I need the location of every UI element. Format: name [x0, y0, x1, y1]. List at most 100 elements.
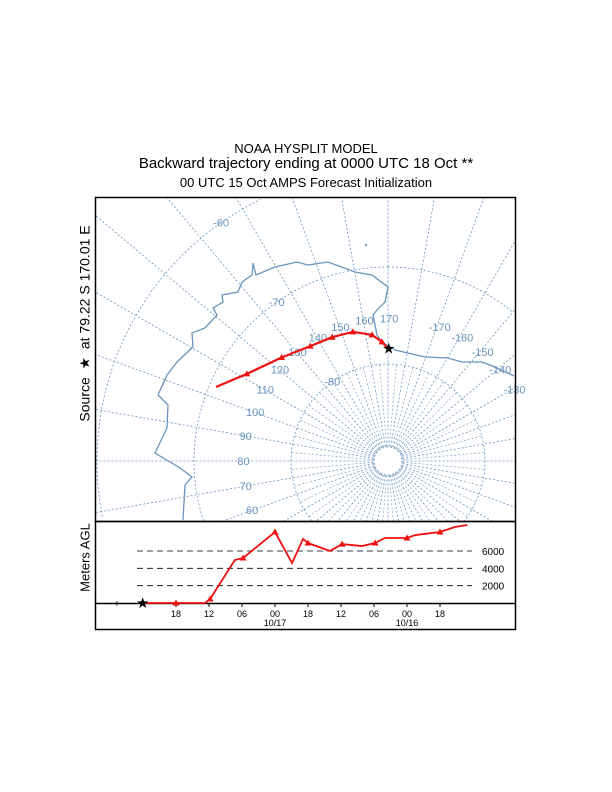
height-tick-label: 2000: [482, 582, 505, 593]
height-marker: [436, 528, 444, 535]
time-tick-label: 06: [369, 609, 379, 619]
meridian-line: [400, 467, 493, 522]
meridian-line: [95, 463, 374, 513]
latitude-ring: [96, 199, 261, 517]
meridian-line: [345, 472, 380, 522]
meridian-line: [398, 470, 460, 522]
longitude-label: 160: [355, 316, 373, 328]
time-tick-label: 18: [171, 609, 181, 619]
trajectory-marker: [349, 328, 357, 335]
height-marker: [239, 554, 247, 561]
meridian-line: [394, 473, 423, 522]
meridian-line: [398, 471, 449, 522]
meridian-line: [401, 435, 482, 458]
island: [365, 244, 367, 246]
height-marker: [338, 540, 346, 547]
longitude-label: 120: [271, 364, 289, 376]
meridian-line: [223, 465, 375, 522]
meridian-line: [316, 470, 378, 522]
source-prefix: Source: [76, 377, 93, 422]
source-label: Source ★ at 79.22 S 170.01 E: [77, 159, 94, 489]
meridian-line: [95, 292, 376, 455]
meridian-line: [337, 471, 379, 522]
longitude-label: -160: [451, 333, 473, 345]
meridian-line: [392, 474, 411, 522]
latitude-ring: [193, 266, 388, 522]
meridian-line: [402, 438, 516, 459]
meridian-line: [319, 392, 378, 451]
meridian-line: [394, 240, 516, 449]
height-tick-label: 4000: [482, 564, 505, 575]
longitude-label: -170: [429, 322, 451, 334]
meridian-line: [388, 475, 394, 522]
meridian-line: [291, 461, 374, 470]
trajectory-marker: [278, 354, 286, 361]
meridian-line: [401, 466, 477, 503]
meridian-line: [283, 467, 376, 522]
meridian-line: [353, 473, 382, 522]
meridian-line: [294, 464, 375, 487]
meridian-line: [402, 463, 516, 484]
meridian-line: [308, 405, 377, 453]
pole-circle: [373, 446, 403, 476]
latitude-ring: [290, 363, 388, 521]
meridian-line: [167, 197, 379, 451]
longitude-label: 60: [246, 505, 258, 517]
meridian-line: [402, 452, 485, 461]
date-label: 10/16: [396, 618, 419, 628]
meridian-line: [397, 309, 516, 451]
meridian-line: [95, 354, 375, 457]
meridian-line: [398, 392, 457, 451]
meridian-line: [95, 409, 374, 459]
plus-marker-icon: +: [114, 599, 120, 610]
meridian-line: [401, 419, 477, 456]
meridian-line: [95, 215, 378, 452]
longitude-label: 150: [331, 322, 349, 334]
height-marker: [304, 539, 312, 546]
meridian-line: [308, 469, 377, 517]
meridian-line: [362, 367, 385, 448]
time-tick-label: 00: [270, 609, 280, 619]
latitude-label: -80: [324, 377, 340, 389]
height-marker: [271, 528, 279, 535]
meridian-line: [382, 475, 388, 522]
height-source-star-icon: ★: [136, 595, 149, 612]
meridian-line: [392, 197, 485, 448]
latitude-ring: [388, 266, 513, 313]
meridian-line: [365, 474, 384, 522]
height-marker: [206, 595, 214, 602]
trajectory-marker: [368, 331, 376, 338]
source-star-icon: ★: [382, 340, 395, 357]
trajectory-line: [215, 330, 389, 388]
meridian-line: [379, 364, 388, 447]
meridian-line: [294, 435, 375, 458]
height-trajectory-line: [143, 524, 468, 604]
trajectory-marker: [243, 370, 251, 377]
longitude-label: 70: [240, 481, 252, 493]
meridian-line: [299, 419, 375, 456]
meridian-line: [388, 364, 397, 447]
height-panel-frame: [94, 520, 517, 631]
latitude-label: -70: [269, 297, 285, 309]
longitude-label: -130: [503, 385, 525, 397]
longitude-label: 100: [246, 407, 264, 419]
trajectory-marker: [306, 342, 314, 349]
meridian-line: [332, 381, 380, 450]
meridian-line: [291, 452, 374, 461]
latitude-ring: [388, 363, 486, 521]
height-tick-label: 6000: [482, 547, 505, 558]
meridian-line: [390, 475, 399, 522]
meridian-line: [391, 367, 414, 448]
meridian-line: [401, 465, 516, 508]
meridian-line: [346, 372, 383, 448]
trajectory-marker: [378, 338, 386, 345]
trajectory-title: Backward trajectory ending at 0000 UTC 1…: [138, 155, 474, 172]
longitude-label: -150: [472, 347, 494, 359]
meridian-line: [399, 405, 468, 453]
longitude-label: -140: [489, 364, 511, 376]
meridian-line: [393, 474, 417, 522]
meridian-line: [400, 387, 516, 455]
time-tick-label: 12: [336, 609, 346, 619]
